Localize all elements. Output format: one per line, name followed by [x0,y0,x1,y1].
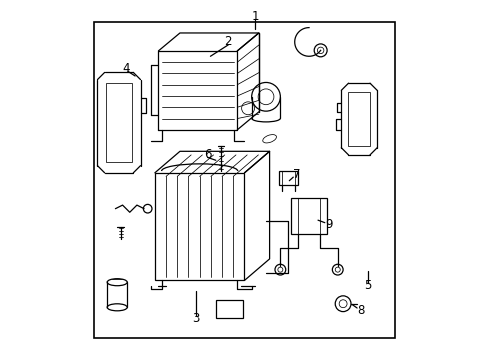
Text: 6: 6 [203,148,211,161]
Text: 7: 7 [292,168,300,181]
Text: 5: 5 [364,279,371,292]
Bar [348,92,369,146]
Text: 9: 9 [325,218,332,231]
Bar [215,300,242,318]
Bar [155,173,244,280]
Text: 1: 1 [251,10,259,23]
Bar [290,198,326,234]
Bar [278,171,298,185]
Text: 2: 2 [224,35,232,49]
Ellipse shape [107,304,127,311]
Text: 8: 8 [357,304,364,317]
Bar [106,83,131,162]
Text: 4: 4 [122,62,130,75]
Bar [94,22,394,338]
Text: 3: 3 [192,311,200,325]
